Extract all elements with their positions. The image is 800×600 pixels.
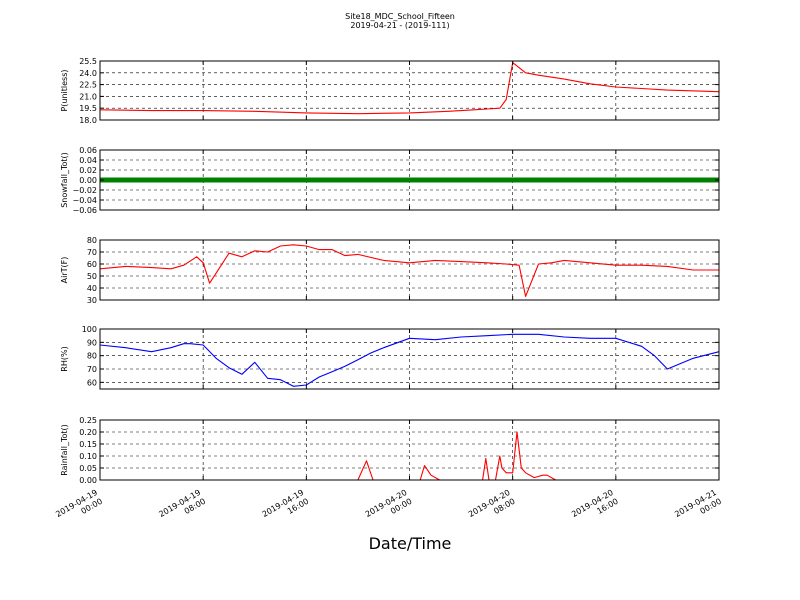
panel-4: 60 70 80 90 100 RH(%) <box>60 325 720 390</box>
panel-5: 0.00 0.05 0.10 0.15 0.20 0.25 Rainfall_Tot() <box>60 416 720 485</box>
y-tick-label: 70 <box>87 365 97 374</box>
y-tick-label: 30 <box>87 296 97 305</box>
x-tick-label: 2019-04-2000:00 <box>364 488 414 528</box>
y-tick-label: 80 <box>87 352 97 361</box>
data-line-rh- <box>99 333 720 387</box>
y-tick-label: 18.0 <box>79 116 97 125</box>
y-tick-label: 0.20 <box>79 428 97 437</box>
y-tick-label: 0.00 <box>79 476 97 485</box>
y-tick-label: 0.04 <box>79 156 97 165</box>
y-axis-label: Snowfall_Tot() <box>60 152 69 208</box>
y-axis-label: Rainfall_Tot() <box>60 424 69 476</box>
y-tick-label: −0.02 <box>72 186 97 195</box>
y-tick-label: 0.00 <box>79 176 97 185</box>
x-tick-label: 2019-04-2008:00 <box>467 488 517 528</box>
y-tick-label: 22.5 <box>79 81 97 90</box>
y-tick-label: 0.05 <box>79 464 97 473</box>
y-tick-label: 19.5 <box>79 104 97 113</box>
y-axis-label: AirT(F) <box>60 257 69 284</box>
y-tick-label: 21.0 <box>79 92 97 101</box>
y-tick-label: 60 <box>87 378 97 387</box>
y-tick-label: 80 <box>87 236 97 245</box>
x-tick-label: 2019-04-2100:00 <box>673 488 723 528</box>
y-tick-label: 0.06 <box>79 146 97 155</box>
y-tick-label: 0.02 <box>79 166 97 175</box>
x-tick-label: 2019-04-1916:00 <box>261 488 311 528</box>
x-tick-label: 2019-04-1908:00 <box>157 488 207 528</box>
y-tick-label: 70 <box>87 248 97 257</box>
y-tick-label: 90 <box>87 338 97 347</box>
y-tick-label: 25.5 <box>79 57 97 66</box>
y-tick-label: 40 <box>87 284 97 293</box>
y-tick-label: 100 <box>82 325 97 334</box>
y-tick-label: 0.25 <box>79 416 97 425</box>
data-line-airt-f- <box>99 244 719 297</box>
chart-subtitle: 2019-04-21 - (2019-111) <box>350 21 450 30</box>
y-axis-label: RH(%) <box>60 346 69 371</box>
y-tick-label: 24.0 <box>79 69 97 78</box>
panel-1: 18.0 19.5 21.0 22.5 24.0 25.5 P(unitless) <box>60 57 720 125</box>
x-tick-label: 2019-04-1900:00 <box>54 488 104 528</box>
y-tick-label: 60 <box>87 260 97 269</box>
x-axis-label: Date/Time <box>368 534 452 553</box>
data-line-p-unitless- <box>99 62 720 115</box>
y-tick-label: 50 <box>87 272 97 281</box>
x-tick-label: 2019-04-2016:00 <box>570 488 620 528</box>
panel-3: 30 40 50 60 70 80 AirT(F) <box>60 236 720 305</box>
y-tick-label: 0.10 <box>79 452 97 461</box>
x-tick-labels: 2019-04-1900:00 2019-04-1908:00 2019-04-19… <box>54 488 723 528</box>
y-tick-label: −0.04 <box>72 196 97 205</box>
y-tick-label: 0.15 <box>79 440 97 449</box>
y-tick-label: −0.06 <box>72 206 97 215</box>
panel-2: −0.06−0.04−0.020.000.020.040.06 Snowfall_… <box>60 146 720 215</box>
y-axis-label: P(unitless) <box>60 69 69 111</box>
chart-title: Site18_MDC_School_Fifteen <box>345 12 455 21</box>
